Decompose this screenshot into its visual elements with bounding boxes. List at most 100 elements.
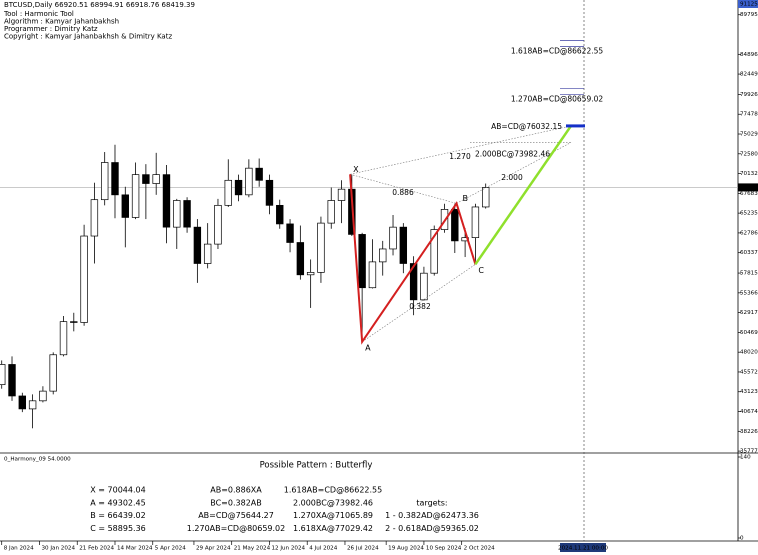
candle-body bbox=[296, 242, 305, 276]
candle-body bbox=[245, 167, 253, 196]
candle-body bbox=[337, 188, 346, 201]
candle-body bbox=[317, 222, 325, 273]
last-price-box bbox=[738, 183, 758, 192]
candle-body bbox=[193, 226, 202, 264]
candle-body bbox=[28, 400, 37, 410]
y-tick-label: 77478.3 bbox=[740, 112, 758, 118]
table-cell: X = 70044.04 bbox=[90, 486, 145, 495]
x-tick-label: 2 Oct 2024 bbox=[464, 546, 495, 552]
candle-body bbox=[430, 229, 438, 274]
info-line: Algorithm : Kamyar Jahanbakhsh bbox=[4, 18, 119, 26]
table-cell: 1 - 0.382AD@62473.36 bbox=[385, 511, 479, 520]
y-tick-label: 35777.6 bbox=[740, 449, 758, 455]
y-tick-label: 40674.8 bbox=[740, 409, 758, 415]
y-tick-label: 48020.6 bbox=[740, 350, 758, 356]
table-cell: C = 58895.36 bbox=[90, 524, 146, 533]
y-tick-label: 62786.4 bbox=[740, 230, 758, 236]
y-tick-label: 43123.4 bbox=[740, 389, 758, 395]
candle-body bbox=[183, 200, 191, 228]
x-tick-label: 5 Apr 2024 bbox=[155, 546, 186, 552]
pattern-point-label: B bbox=[463, 194, 469, 203]
pattern-point-label: X bbox=[353, 165, 359, 174]
candle-body bbox=[255, 167, 263, 181]
candle-body bbox=[379, 248, 387, 263]
candle-body bbox=[111, 162, 119, 196]
x-tick-label: 8 Jan 2024 bbox=[4, 546, 34, 552]
y-tick-label: 75029.4 bbox=[740, 132, 758, 138]
candle-body bbox=[59, 321, 68, 356]
candle-body bbox=[173, 200, 181, 228]
table-cell: 2 - 0.618AD@59365.02 bbox=[385, 524, 479, 533]
projection-line bbox=[474, 125, 573, 266]
candle-body bbox=[8, 364, 16, 397]
y-tick-label: 89795.3 bbox=[740, 12, 758, 18]
candle-body bbox=[214, 204, 222, 245]
candle-body bbox=[142, 174, 150, 184]
candle-body bbox=[265, 179, 274, 206]
target-label: 1.270AB=CD@80659.02 bbox=[511, 95, 604, 104]
candle-body bbox=[152, 174, 160, 184]
candle-body bbox=[224, 179, 232, 206]
table-cell: 1.618AB=CD@86622.55 bbox=[284, 486, 382, 495]
table-cell: AB=CD@75644.27 bbox=[198, 511, 274, 520]
candle-body bbox=[203, 243, 212, 264]
candle-body bbox=[90, 199, 99, 237]
y-tick-label: 72580.8 bbox=[740, 151, 758, 157]
pattern-point-label: A bbox=[365, 343, 371, 352]
info-line: Programmer : Dimitry Katz bbox=[4, 25, 98, 33]
ratio-label: 1.270 bbox=[449, 152, 471, 161]
pattern-guide bbox=[361, 264, 476, 343]
y-tick-label: 50469.2 bbox=[740, 330, 758, 336]
candle-body bbox=[358, 234, 366, 289]
table-cell: 2.000BC@73982.46 bbox=[293, 498, 373, 507]
candle-body bbox=[286, 223, 294, 243]
candle-body bbox=[471, 206, 480, 238]
indicator-y-tick-label: 140 bbox=[740, 455, 751, 461]
candle-body bbox=[234, 179, 243, 196]
candle-body bbox=[451, 209, 459, 242]
candle-body bbox=[482, 187, 490, 208]
x-tick-label: 19 Aug 2024 bbox=[388, 546, 424, 552]
table-cell: B = 66439.02 bbox=[90, 511, 145, 520]
candle-body bbox=[70, 321, 78, 323]
y-tick-label: 70132.2 bbox=[740, 171, 758, 177]
table-cell: 1.270AB=CD@80659.02 bbox=[187, 524, 285, 533]
candle-body bbox=[80, 235, 88, 323]
y-tick-label: 79926.6 bbox=[740, 92, 758, 98]
x-tick-label: 21 May 2024 bbox=[234, 546, 271, 552]
pattern-guide bbox=[350, 173, 457, 204]
y-tick-label: 82449.4 bbox=[740, 72, 758, 78]
x-tick-label: 30 Jan 2024 bbox=[41, 546, 75, 552]
x-tick-label: 26 Jul 2024 bbox=[347, 546, 379, 552]
target-label: 2.000BC@73982.46 bbox=[475, 149, 550, 158]
table-cell: BC=0.382AB bbox=[210, 498, 262, 507]
table-cell: targets: bbox=[416, 498, 447, 507]
candle-body bbox=[18, 395, 27, 410]
x-tick-label: 4 Jul 2024 bbox=[309, 546, 338, 552]
cursor-date: 2024.11.21 00:00 bbox=[558, 546, 608, 552]
candle-body bbox=[389, 226, 397, 250]
candle-body bbox=[49, 354, 57, 392]
candle-body bbox=[39, 390, 47, 402]
candle-body bbox=[306, 272, 315, 276]
x-tick-label: 12 Jun 2024 bbox=[271, 546, 305, 552]
table-cell: 1.270XA@71065.89 bbox=[293, 511, 373, 520]
info-line: Copyright : Kamyar Jahanbakhsh & Dimitry… bbox=[4, 33, 172, 41]
x-tick-label: 10 Sep 2024 bbox=[426, 546, 462, 552]
indicator-title: Possible Pattern : Butterfly bbox=[260, 461, 373, 471]
table-cell: 1.618XA@77029.42 bbox=[293, 524, 373, 533]
y-tick-label: 55366.4 bbox=[740, 290, 758, 296]
x-tick-label: 29 Apr 2024 bbox=[196, 546, 231, 552]
y-tick-label: 45572 bbox=[740, 369, 758, 375]
ratio-label: 0.886 bbox=[392, 188, 414, 197]
y-tick-label: 52917.8 bbox=[740, 310, 758, 316]
last-price-label: 68419.7 bbox=[740, 185, 758, 191]
table-cell: AB=0.886XA bbox=[210, 486, 262, 495]
target-label: AB=CD@76032.15 bbox=[491, 122, 562, 131]
y-tick-label: 67683.6 bbox=[740, 191, 758, 197]
y-tick-label: 65235 bbox=[740, 211, 758, 217]
candle-body bbox=[0, 364, 6, 386]
pattern-point-label: C bbox=[478, 266, 484, 275]
